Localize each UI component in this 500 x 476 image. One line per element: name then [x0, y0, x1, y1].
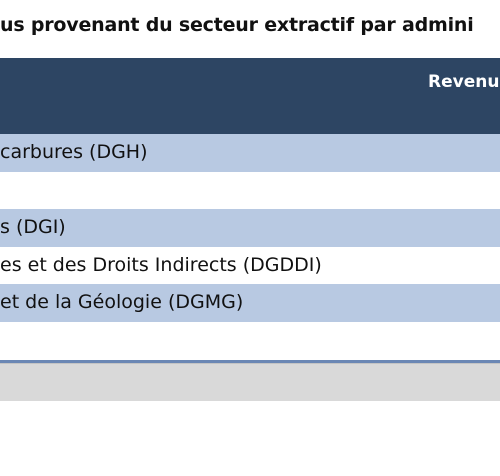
table-title: us provenant du secteur extractif par ad… — [0, 14, 474, 36]
row-label: et de la Géologie (DGMG) — [0, 291, 244, 313]
table-row — [0, 321, 500, 359]
total-row — [0, 363, 500, 401]
row-label: s (DGI) — [0, 216, 66, 238]
table-row — [0, 171, 500, 209]
table-row: es et des Droits Indirects (DGDDI) — [0, 246, 500, 284]
table-header: Revenu — [0, 58, 500, 134]
table-row: s (DGI) — [0, 209, 500, 247]
row-label: es et des Droits Indirects (DGDDI) — [0, 253, 322, 276]
table-row: et de la Géologie (DGMG) — [0, 284, 500, 322]
revenue-table: Revenu carbures (DGH) s (DGI) es et des … — [0, 58, 500, 401]
table-row: carbures (DGH) — [0, 134, 500, 172]
row-label: carbures (DGH) — [0, 141, 148, 163]
table-divider — [0, 360, 500, 363]
revenue-column-header: Revenu — [428, 72, 500, 92]
